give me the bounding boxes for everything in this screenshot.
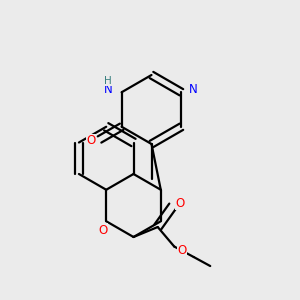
Text: O: O — [177, 244, 186, 256]
Text: O: O — [86, 134, 96, 148]
Text: N: N — [104, 83, 112, 96]
Text: N: N — [189, 83, 198, 96]
Text: O: O — [99, 224, 108, 237]
Text: O: O — [176, 196, 185, 209]
Text: H: H — [104, 76, 112, 86]
